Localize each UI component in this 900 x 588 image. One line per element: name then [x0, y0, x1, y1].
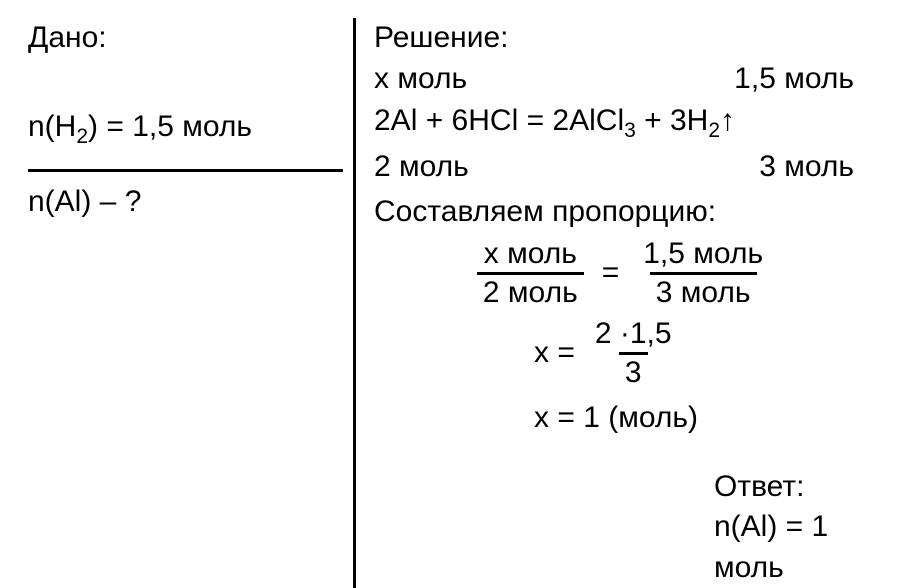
given-post: ) = 1,5 моль	[88, 110, 252, 143]
eqn-pre: 2Al + 6HCl = 2AlCl	[374, 104, 624, 137]
fraction-right: 1,5 моль 3 моль	[637, 238, 769, 308]
over-label-left: х моль	[374, 59, 467, 100]
fraction-right-den: 3 моль	[650, 272, 757, 309]
x-label: x =	[534, 333, 575, 374]
under-label-left: 2 моль	[374, 147, 469, 188]
over-eqn-labels: х моль 1,5 моль	[374, 59, 854, 100]
x-fraction: 2 ·1,5 3	[589, 318, 678, 388]
given-sub: 2	[76, 125, 88, 148]
fraction-left: х моль 2 моль	[477, 238, 584, 308]
under-eqn-labels: 2 моль 3 моль	[374, 147, 854, 188]
equals-sign: =	[602, 253, 620, 294]
given-quantity: n(H2) = 1,5 моль	[28, 107, 343, 151]
x-result: x = 1 (моль)	[534, 398, 872, 439]
given-unknown: n(Al) – ?	[28, 182, 343, 223]
given-title: Дано:	[28, 18, 343, 59]
chemical-equation: 2Al + 6HCl = 2AlCl3 + 3H2↑	[374, 101, 872, 145]
eqn-mid: + 3H	[636, 104, 709, 137]
over-label-right: 1,5 моль	[734, 59, 854, 100]
x-den: 3	[619, 352, 648, 389]
x-calc-row: x = 2 ·1,5 3	[534, 318, 872, 388]
fraction-left-den: 2 моль	[477, 272, 584, 309]
fraction-right-num: 1,5 моль	[637, 238, 769, 272]
page: Дано: n(H2) = 1,5 моль n(Al) – ? Решение…	[0, 0, 900, 552]
given-column: Дано: n(H2) = 1,5 моль n(Al) – ?	[28, 18, 356, 588]
eqn-arrow: ↑	[720, 104, 735, 137]
fraction-left-num: х моль	[478, 238, 583, 272]
x-num: 2 ·1,5	[589, 318, 678, 352]
proportion-row: х моль 2 моль = 1,5 моль 3 моль	[374, 238, 872, 308]
eqn-sub2: 2	[708, 119, 720, 142]
compose-proportion: Составляем пропорцию:	[374, 192, 872, 233]
given-divider	[28, 169, 343, 172]
two-column-layout: Дано: n(H2) = 1,5 моль n(Al) – ? Решение…	[28, 18, 872, 588]
eqn-sub1: 3	[624, 119, 636, 142]
given-pre: n(H	[28, 110, 76, 143]
solution-title: Решение:	[374, 18, 872, 59]
final-answer: Ответ: n(Al) = 1 моль	[714, 467, 872, 588]
solution-column: Решение: х моль 1,5 моль 2Al + 6HCl = 2A…	[356, 18, 872, 588]
under-label-right: 3 моль	[759, 147, 854, 188]
